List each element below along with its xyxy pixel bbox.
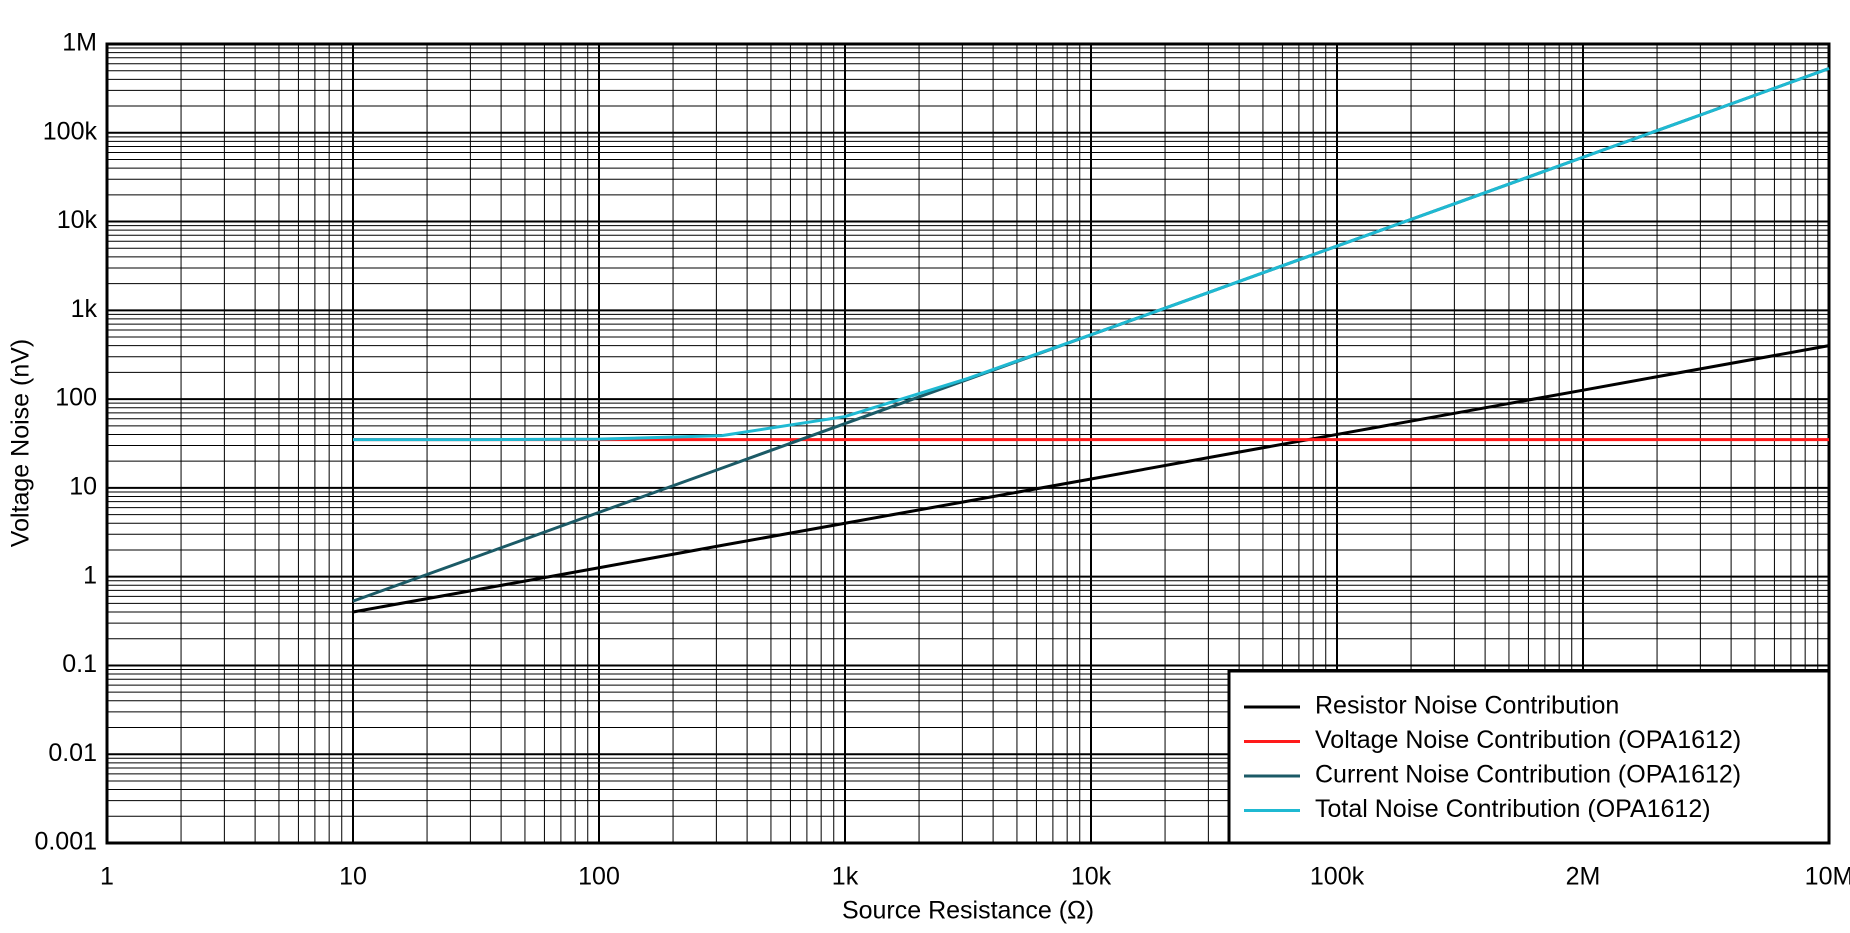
- y-tick-label: 10k: [57, 206, 98, 234]
- x-tick-label: 100k: [1310, 863, 1365, 891]
- y-tick-label: 1k: [71, 295, 98, 323]
- x-tick-label: 10k: [1071, 863, 1112, 891]
- legend-label: Current Noise Contribution (OPA1612): [1315, 761, 1741, 789]
- series-line: [353, 67, 1830, 442]
- x-tick-label: 100: [578, 863, 620, 891]
- y-tick-label: 1: [83, 561, 97, 589]
- legend-label: Total Noise Contribution (OPA1612): [1315, 795, 1711, 823]
- series-line: [352, 344, 1830, 614]
- x-tick-label: 2M: [1566, 863, 1601, 891]
- y-tick-label: 100: [55, 384, 97, 412]
- y-tick-label: 1M: [62, 29, 97, 57]
- y-axis-title: Voltage Noise (nV): [7, 339, 35, 547]
- y-tick-label: 0.1: [62, 650, 97, 678]
- legend: Resistor Noise Contribution Voltage Noise…: [1227, 669, 1831, 845]
- legend-box: [1227, 669, 1831, 845]
- legend-label: Resistor Noise Contribution: [1315, 692, 1619, 720]
- plot-border: [105, 42, 1831, 845]
- x-axis-title: Source Resistance (Ω): [842, 897, 1094, 925]
- x-tick-label: 1k: [832, 863, 859, 891]
- legend-label: Voltage Noise Contribution (OPA1612): [1315, 726, 1741, 754]
- y-tick-label: 0.001: [34, 828, 97, 856]
- x-tick-label: 10M: [1805, 863, 1850, 891]
- y-tick-label: 100k: [43, 117, 98, 145]
- y-tick-label: 0.01: [48, 739, 97, 767]
- x-tick-label: 1: [100, 863, 114, 891]
- x-tick-label: 10: [339, 863, 367, 891]
- y-tick-label: 10: [69, 472, 97, 500]
